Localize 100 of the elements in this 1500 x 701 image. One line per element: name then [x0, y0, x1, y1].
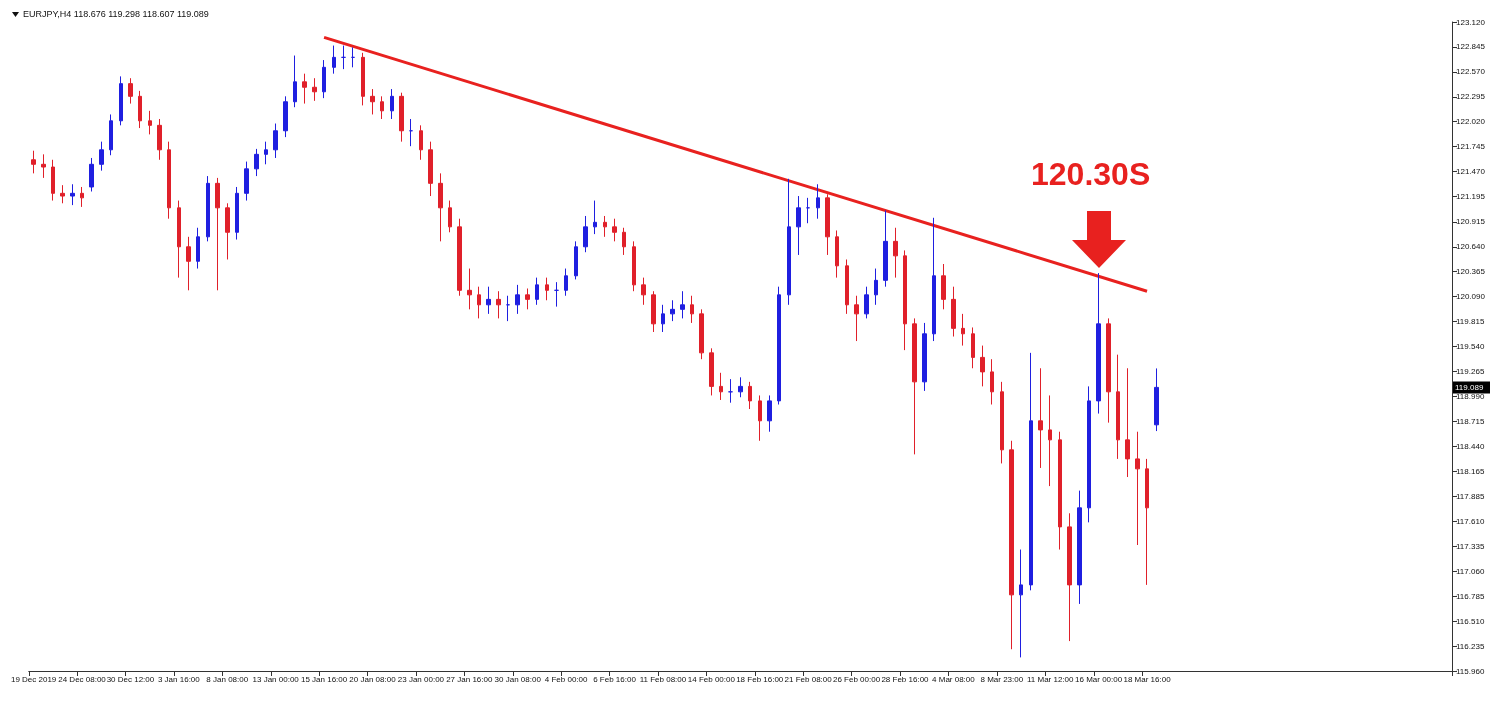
y-tick-label: 116.510 [1456, 616, 1485, 626]
y-tick-label: 122.295 [1456, 92, 1486, 102]
candlestick [41, 153, 46, 179]
y-tick-label: 116.785 [1456, 591, 1485, 601]
candlestick [864, 286, 869, 319]
candlestick [670, 299, 675, 322]
x-tick-label: 8 Jan 08:00 [206, 674, 249, 684]
candlestick [903, 249, 907, 351]
y-tick-label: 120.640 [1456, 242, 1486, 252]
candlestick [641, 277, 646, 306]
candlestick [380, 95, 384, 120]
candlestick [283, 95, 288, 138]
x-tick-label: 20 Jan 08:00 [349, 674, 397, 684]
x-tick-label: 18 Mar 16:00 [1123, 674, 1172, 684]
y-tick-label: 117.885 [1456, 492, 1485, 502]
candlestick [264, 141, 268, 165]
candlestick [583, 215, 588, 253]
candlestick [699, 308, 704, 360]
candlestick [1077, 490, 1082, 605]
candlestick [80, 186, 84, 208]
candlestick [60, 184, 65, 204]
candlestick [428, 141, 433, 197]
candlestick [777, 286, 781, 406]
candlestick [467, 268, 472, 310]
y-tick-label: 117.060 [1456, 566, 1485, 576]
candlestick [758, 394, 762, 442]
candlestick [990, 358, 994, 406]
y-tick-label: 121.470 [1456, 167, 1486, 177]
x-tick-label: 11 Feb 08:00 [639, 674, 687, 684]
candlestick [1116, 354, 1120, 460]
candlestick [1029, 352, 1033, 591]
x-tick-label: 21 Feb 08:00 [784, 674, 833, 684]
x-tick-label: 15 Jan 16:00 [300, 674, 348, 684]
candlestick [332, 45, 336, 75]
x-tick-label: 4 Mar 08:00 [932, 674, 976, 684]
candlestick [806, 197, 810, 224]
candlestick [535, 277, 539, 306]
y-tick-label: 117.610 [1456, 516, 1485, 526]
candlestick [796, 195, 801, 256]
candlestick [167, 141, 171, 220]
y-tick-label: 121.195 [1456, 191, 1486, 201]
candlestick [603, 215, 607, 238]
candlestick [893, 227, 898, 279]
candlestick [1058, 431, 1062, 551]
candlestick [1019, 549, 1023, 658]
candlestick [399, 92, 404, 143]
candlestick [186, 236, 191, 291]
candlestick [564, 268, 568, 297]
candlestick [719, 372, 723, 401]
candlestick [1009, 440, 1014, 650]
candlestick [109, 113, 113, 156]
candlestick [922, 322, 927, 392]
candlestick [545, 277, 549, 301]
y-tick-label: 117.335 [1456, 541, 1485, 551]
x-tick-label: 3 Jan 16:00 [157, 674, 201, 684]
y-tick-label: 122.845 [1456, 42, 1486, 52]
candlestick [525, 287, 530, 310]
x-tick-label: 4 Feb 00:00 [544, 674, 589, 684]
candlestick [690, 295, 694, 324]
candlestick [390, 88, 394, 120]
candlestick [351, 46, 355, 68]
candlestick [951, 286, 956, 338]
candlestick [941, 263, 946, 310]
candlestick [477, 286, 481, 319]
candlestick [971, 326, 975, 369]
candlestick [148, 110, 152, 135]
text: 119.089 [1455, 382, 1484, 392]
candlestick [680, 290, 685, 319]
candlestick [409, 118, 413, 147]
candlestick [128, 77, 133, 105]
candlestick [738, 376, 743, 398]
candlestick [31, 150, 36, 174]
candlestick [177, 200, 181, 279]
candlestick [1087, 385, 1091, 523]
y-tick-label: 115.960 [1456, 666, 1485, 676]
candlestick [961, 313, 965, 347]
candlestick [419, 124, 423, 161]
candlestick [235, 186, 239, 241]
x-tick-label: 11 Mar 12:00 [1026, 674, 1075, 684]
candlestick [883, 210, 888, 288]
candlestick [361, 52, 365, 106]
candlestick [1135, 431, 1140, 546]
x-tick-label: 18 Feb 16:00 [736, 674, 784, 684]
candlestick [1096, 272, 1101, 415]
candlestick [1067, 512, 1072, 642]
candlestick [215, 177, 220, 291]
candlestick [816, 183, 820, 220]
candlestick [293, 55, 297, 108]
candlestick [99, 141, 104, 172]
y-tick-label: 118.165 [1456, 466, 1485, 476]
y-tick-label: 120.915 [1456, 217, 1486, 227]
candlestick [244, 161, 249, 202]
candlestick [1154, 367, 1159, 432]
candlestick [835, 229, 839, 279]
candlestick [622, 227, 626, 256]
y-tick-label: 118.715 [1456, 416, 1485, 426]
candlestick [593, 200, 597, 235]
candlestick [612, 218, 617, 242]
candlestick [980, 345, 985, 387]
candlestick [1048, 394, 1052, 487]
